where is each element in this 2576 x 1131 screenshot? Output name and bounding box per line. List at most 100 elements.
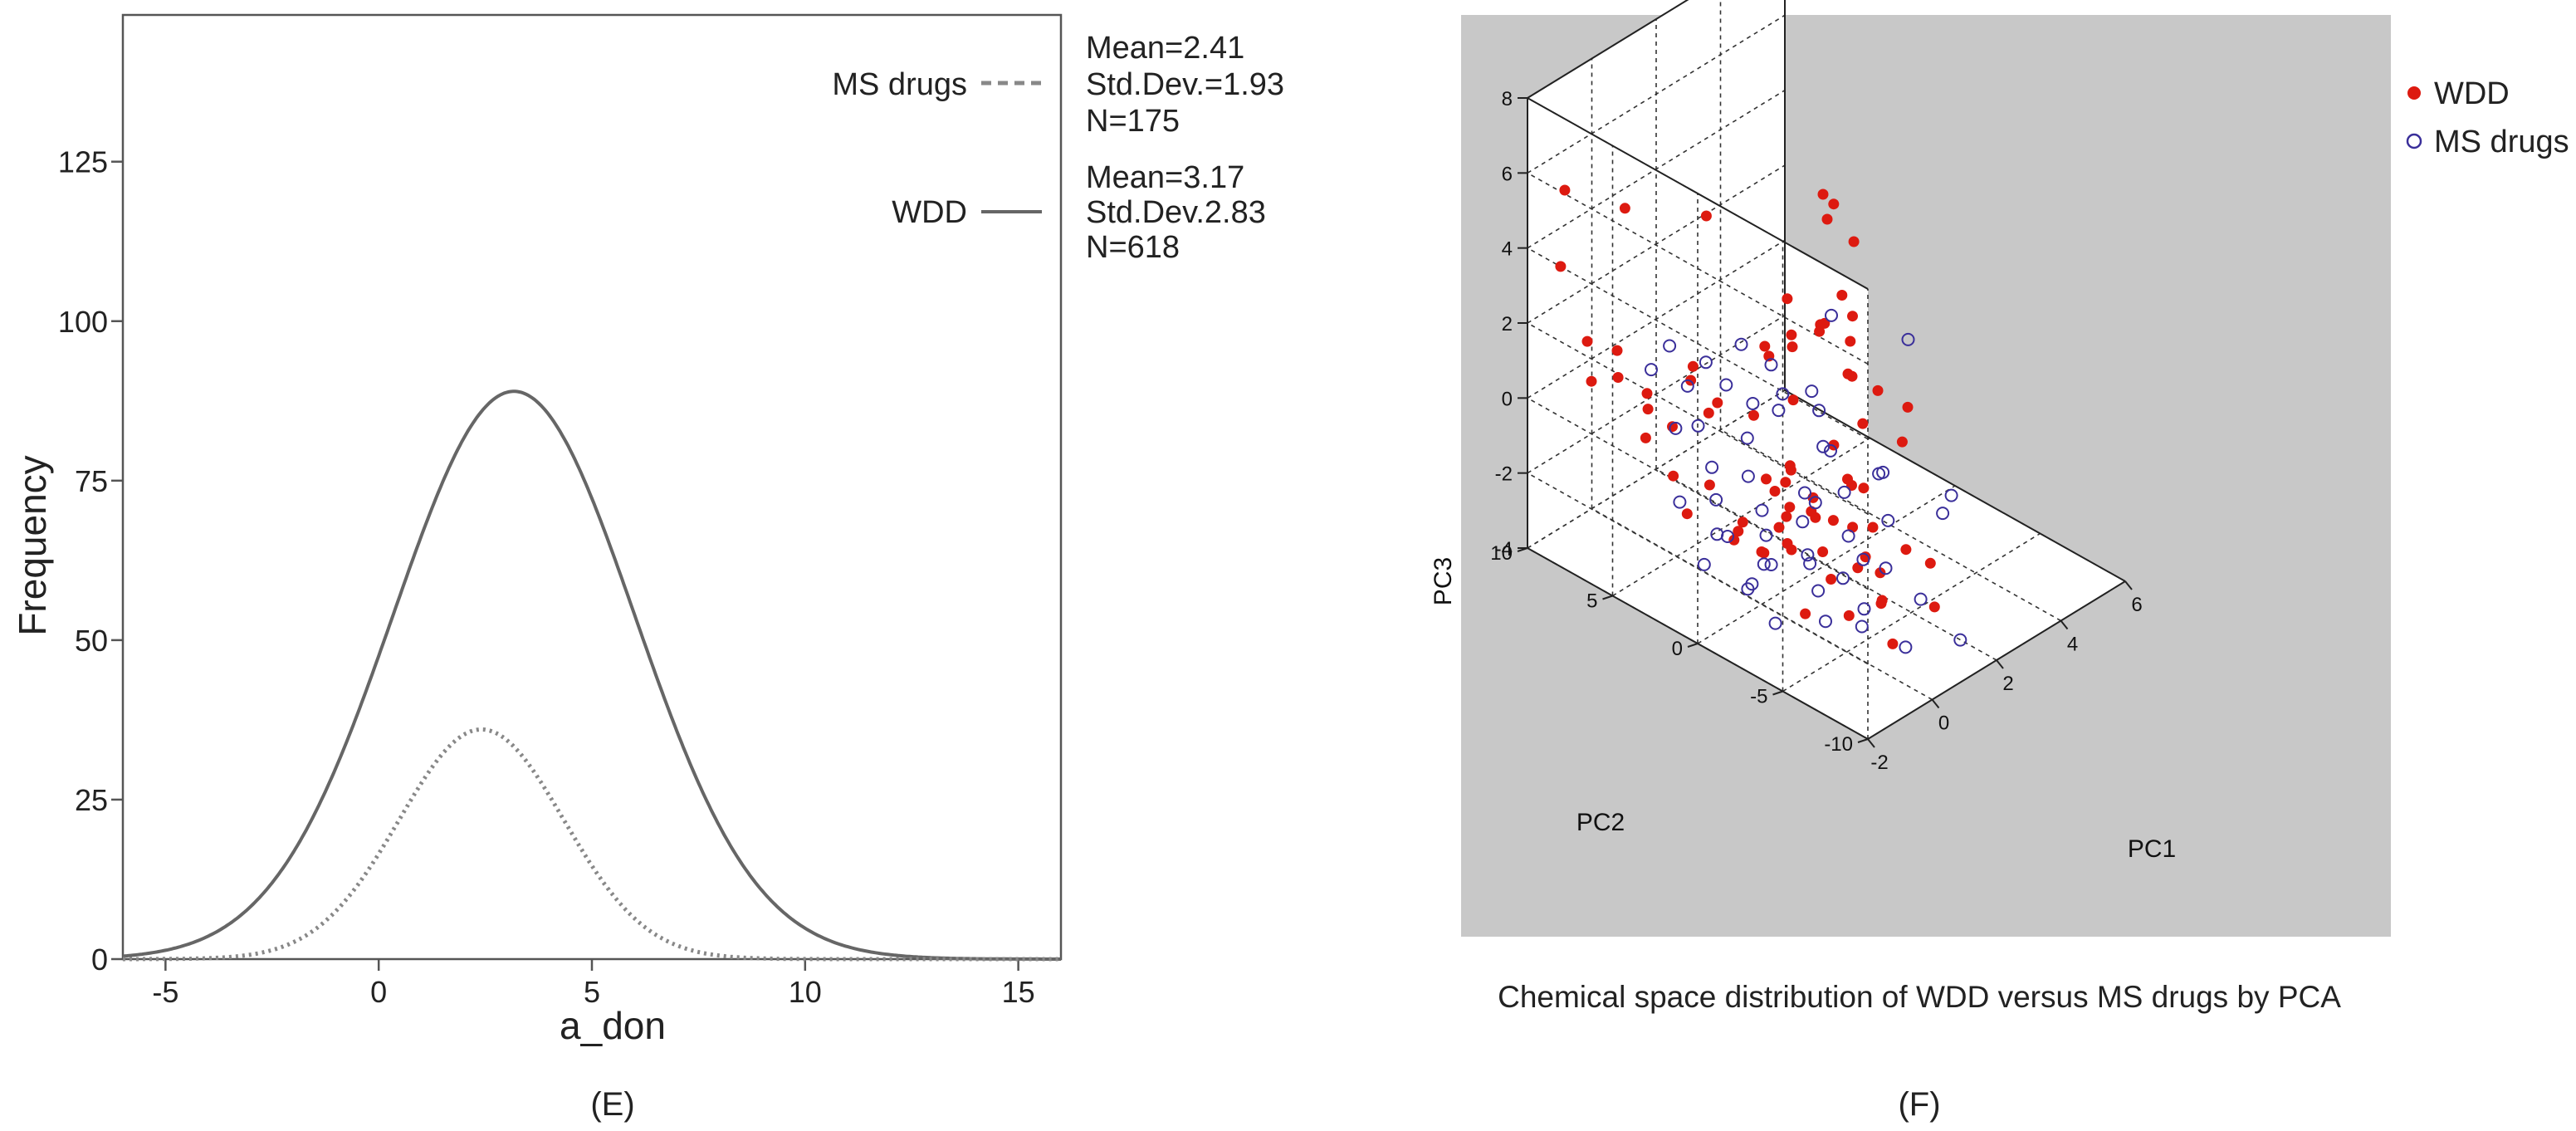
ms-drugs-point — [1855, 619, 1869, 634]
ms-drugs-mean-stat: Mean=2.41 — [1086, 31, 1244, 66]
pca-box-edge — [1784, 389, 2126, 582]
wdd-point — [1782, 538, 1793, 549]
ms-drugs-point — [1768, 616, 1782, 630]
wdd-point — [1924, 557, 1936, 569]
ms-drugs-point — [1936, 507, 1950, 521]
pca-back-grid-line — [1527, 89, 1786, 249]
ms-drugs-point — [1673, 495, 1687, 509]
density-x-tick-label: 5 — [584, 975, 600, 1009]
wdd-point — [1787, 394, 1799, 406]
wdd-point — [1586, 375, 1597, 387]
wdd-point — [1559, 184, 1571, 196]
ms-drugs-point — [1776, 387, 1790, 401]
density-y-tick-label: 75 — [75, 464, 108, 498]
panel-e-label: (E) — [590, 1086, 634, 1123]
wdd-point — [1828, 198, 1840, 210]
wdd-point — [1773, 521, 1785, 533]
ms-drugs-point — [1899, 640, 1913, 654]
pca-pc2-tick-label: 0 — [1672, 638, 1683, 660]
pca-chart-title: Chemical space distribution of WDD versu… — [1498, 980, 2341, 1014]
wdd-point — [1785, 464, 1796, 476]
wdd-point — [1703, 407, 1714, 419]
pca-pc2-tick-label: 10 — [1490, 542, 1513, 565]
ms-drugs-point — [1841, 529, 1855, 543]
pca-pc3-tick-label: 2 — [1502, 313, 1513, 335]
pca-pc2-tick-label: 5 — [1586, 590, 1597, 613]
pca-pc2-tick — [1602, 595, 1613, 600]
wdd-point — [1769, 486, 1781, 497]
pca-back-grid-line — [1527, 389, 1786, 549]
wdd-point — [1641, 388, 1653, 399]
wdd-point — [1737, 517, 1748, 528]
wdd-point — [1700, 210, 1712, 222]
wdd-point — [1784, 502, 1796, 513]
wdd-point — [1642, 404, 1654, 415]
wdd-point — [1821, 213, 1833, 225]
wdd-n-stat: N=618 — [1086, 230, 1180, 265]
wdd-point — [1826, 574, 1837, 585]
wdd-point — [1845, 335, 1856, 347]
pca-pc3-axis-label: PC3 — [1430, 557, 1457, 605]
wdd-point — [1681, 508, 1693, 520]
pca-pc1-tick — [2124, 580, 2133, 590]
ms-drugs-point — [1901, 332, 1915, 346]
ms-drugs-point — [1734, 337, 1748, 351]
pca-back-grid-line — [1527, 164, 1786, 324]
pca-back-grid-line — [1527, 239, 1786, 399]
pca-pc2-axis-label: PC2 — [1576, 809, 1625, 836]
wdd-point — [1847, 311, 1858, 322]
density-x-tick-label: 10 — [789, 975, 822, 1009]
ms-drugs-point — [1745, 577, 1759, 591]
density-y-tick-label: 100 — [58, 305, 108, 339]
wdd-point — [1640, 432, 1651, 443]
ms-drugs-point — [1812, 404, 1826, 418]
wdd-point — [1611, 345, 1623, 356]
pca-pc1-tick — [2060, 619, 2069, 630]
ms-drugs-point — [1710, 527, 1724, 541]
wdd-point — [1928, 601, 1940, 613]
pca-pc1-tick-label: 0 — [1938, 712, 1949, 735]
wdd-point — [1887, 638, 1899, 649]
pca-pc1-tick — [1931, 698, 1940, 709]
ms-drugs-point — [1816, 439, 1831, 453]
ms-drugs-point — [1837, 485, 1851, 499]
wdd-point — [1728, 534, 1740, 546]
ms-drugs-point — [1691, 419, 1705, 433]
pca-side-grid-line — [1527, 397, 1869, 590]
pca-pc1-tick-label: 4 — [2067, 634, 2078, 656]
ms-drugs-density-curve — [123, 727, 1061, 962]
legend-ms-drugs-marker — [2406, 133, 2422, 149]
pca-pc3-tick-label: 8 — [1502, 88, 1513, 110]
ms-drugs-point — [1914, 592, 1928, 606]
density-chart-panel: 0 25 50 75 100 125 -5 0 5 10 15 Frequency a_don (… — [11, 13, 1284, 1123]
pca-pc2-tick — [1772, 690, 1783, 696]
wdd-point — [1814, 326, 1826, 337]
ms-drugs-point — [1755, 503, 1769, 517]
ms-drugs-point — [1759, 528, 1773, 542]
pca-side-grid-line — [1527, 247, 1869, 440]
wdd-point — [1900, 544, 1912, 556]
ms-drugs-point — [1811, 584, 1826, 598]
wdd-point — [1786, 329, 1797, 340]
density-x-tick-label: 0 — [370, 975, 387, 1009]
pca-pc3-tick-label: -4 — [1495, 538, 1513, 561]
pca-floor-grid-line — [1655, 468, 1997, 661]
pca-box-edge — [1527, 97, 1869, 290]
ms-drugs-point — [1801, 548, 1815, 562]
pca-side-grid-line — [1527, 472, 1869, 665]
wdd-point — [1817, 188, 1829, 200]
legend-wdd-marker — [2407, 86, 2421, 100]
pca-scatter-points — [1555, 184, 1967, 654]
ms-drugs-point — [1764, 358, 1778, 372]
pca-pc1-tick-label: 6 — [2131, 594, 2142, 616]
density-legend: MS drugs Mean=2.41 Std.Dev.=1.93 N=175 W… — [832, 31, 1284, 265]
wdd-point — [1875, 598, 1887, 610]
density-x-axis: -5 0 5 10 15 — [152, 959, 1035, 1009]
ms-drugs-point — [1808, 496, 1822, 510]
wdd-point — [1668, 470, 1679, 482]
pca-pc3-tick-label: 4 — [1502, 238, 1513, 261]
ms-drugs-point — [1740, 431, 1754, 445]
wdd-mean-stat: Mean=3.17 — [1086, 160, 1244, 195]
wdd-point — [1612, 372, 1624, 383]
